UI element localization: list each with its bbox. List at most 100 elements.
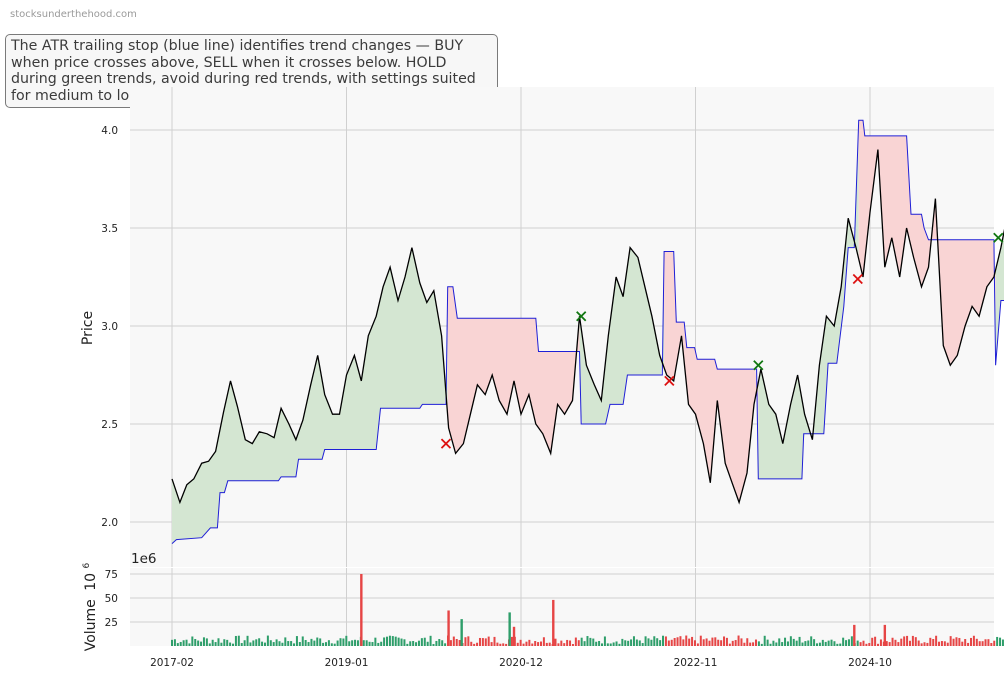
volume-bar <box>984 639 987 646</box>
x-tick-label: 2020-12 <box>499 657 543 669</box>
volume-bar <box>226 639 229 646</box>
volume-bar <box>682 639 685 646</box>
volume-bar <box>720 640 723 646</box>
volume-bar <box>877 643 880 646</box>
volume-bar <box>685 635 688 646</box>
volume-bar <box>435 640 438 646</box>
volume-bar <box>943 641 946 646</box>
volume-bar <box>266 635 269 646</box>
grid-lines <box>130 87 994 646</box>
volume-spike-bar <box>883 624 887 646</box>
volume-bar <box>871 637 874 646</box>
volume-bar <box>601 643 604 646</box>
volume-bar <box>839 643 842 646</box>
volume-bar <box>978 641 981 646</box>
volume-bar <box>688 638 691 646</box>
sell-signal-marker <box>852 273 863 285</box>
volume-bar <box>525 641 528 646</box>
x-tick-label: 2024-10 <box>848 657 892 669</box>
sell-marker-stroke <box>664 375 675 387</box>
volume-bar <box>993 640 996 646</box>
volume-bar <box>906 635 909 646</box>
volume-bar <box>868 642 871 646</box>
uptrend-fill <box>579 248 665 424</box>
volume-bar <box>653 636 656 646</box>
volume-bar <box>324 642 327 646</box>
volume-bar <box>470 641 473 646</box>
volume-bar <box>374 637 377 646</box>
volume-bar <box>842 637 845 646</box>
volume-bar <box>632 636 635 646</box>
volume-bar <box>670 639 673 646</box>
volume-bar <box>609 643 612 646</box>
volume-bar <box>996 636 999 646</box>
volume-bar <box>734 640 737 646</box>
volume-bar <box>612 642 615 646</box>
sell-marker-stroke <box>440 438 452 449</box>
volume-bar <box>319 638 322 646</box>
volume-bar <box>182 640 185 646</box>
volume-bar <box>502 643 505 646</box>
volume-bar <box>458 640 461 646</box>
volume-bar <box>760 643 763 646</box>
volume-bar <box>856 640 859 646</box>
volume-bar <box>662 635 665 646</box>
volume-bar <box>371 642 374 646</box>
volume-bar <box>537 642 540 646</box>
volume-bar <box>778 638 781 646</box>
volume-bar <box>583 641 586 646</box>
volume-bar <box>606 643 609 646</box>
volume-bar <box>476 642 479 646</box>
volume-bar <box>990 643 993 646</box>
volume-bar <box>711 637 714 646</box>
volume-bar <box>615 641 618 646</box>
volume-bar <box>278 641 281 646</box>
x-tick-label: 2019-01 <box>325 657 369 669</box>
volume-bar <box>301 636 304 646</box>
volume-bar <box>571 644 574 646</box>
volume-bar <box>749 642 752 646</box>
volume-bar <box>336 640 339 646</box>
volume-spike-bar <box>508 612 511 646</box>
volume-bar <box>635 639 638 646</box>
volume-bar <box>891 637 894 646</box>
volume-bar <box>810 636 813 646</box>
volume-bar <box>999 637 1002 646</box>
volume-bar <box>845 640 848 646</box>
volume-bar <box>862 640 865 646</box>
volume-bar <box>252 640 255 646</box>
volume-bar <box>952 638 955 646</box>
volume-bar <box>981 641 984 646</box>
uptrend-fill <box>995 232 1004 366</box>
volume-bar <box>316 637 319 646</box>
volume-bar <box>975 638 978 646</box>
price-axis-label: Price <box>80 311 96 345</box>
volume-bar <box>714 637 717 646</box>
volume-bar <box>298 642 301 646</box>
volume-bar <box>836 643 839 646</box>
volume-bar <box>781 642 784 646</box>
volume-bar <box>272 642 275 646</box>
volume-bar <box>807 640 810 646</box>
volume-bar <box>725 637 728 646</box>
volume-bar <box>827 640 830 646</box>
volume-bar <box>743 642 746 646</box>
volume-bar <box>676 637 679 646</box>
volume-bar <box>935 635 938 646</box>
volume-bar <box>900 638 903 646</box>
volume-bar <box>920 643 923 646</box>
volume-bar <box>603 636 606 646</box>
volume-spike-bar <box>512 626 516 646</box>
volume-bar <box>740 638 743 646</box>
volume-bar <box>452 636 455 646</box>
volume-bar <box>391 636 394 646</box>
volume-bar <box>923 642 926 646</box>
volume-bar <box>290 641 293 646</box>
volume-bar <box>786 641 789 646</box>
volume-bar <box>200 641 203 646</box>
volume-bar <box>528 639 531 646</box>
volume-bar <box>850 636 853 646</box>
volume-bar <box>673 638 676 646</box>
volume-bar <box>356 640 359 646</box>
volume-bar <box>354 639 357 646</box>
